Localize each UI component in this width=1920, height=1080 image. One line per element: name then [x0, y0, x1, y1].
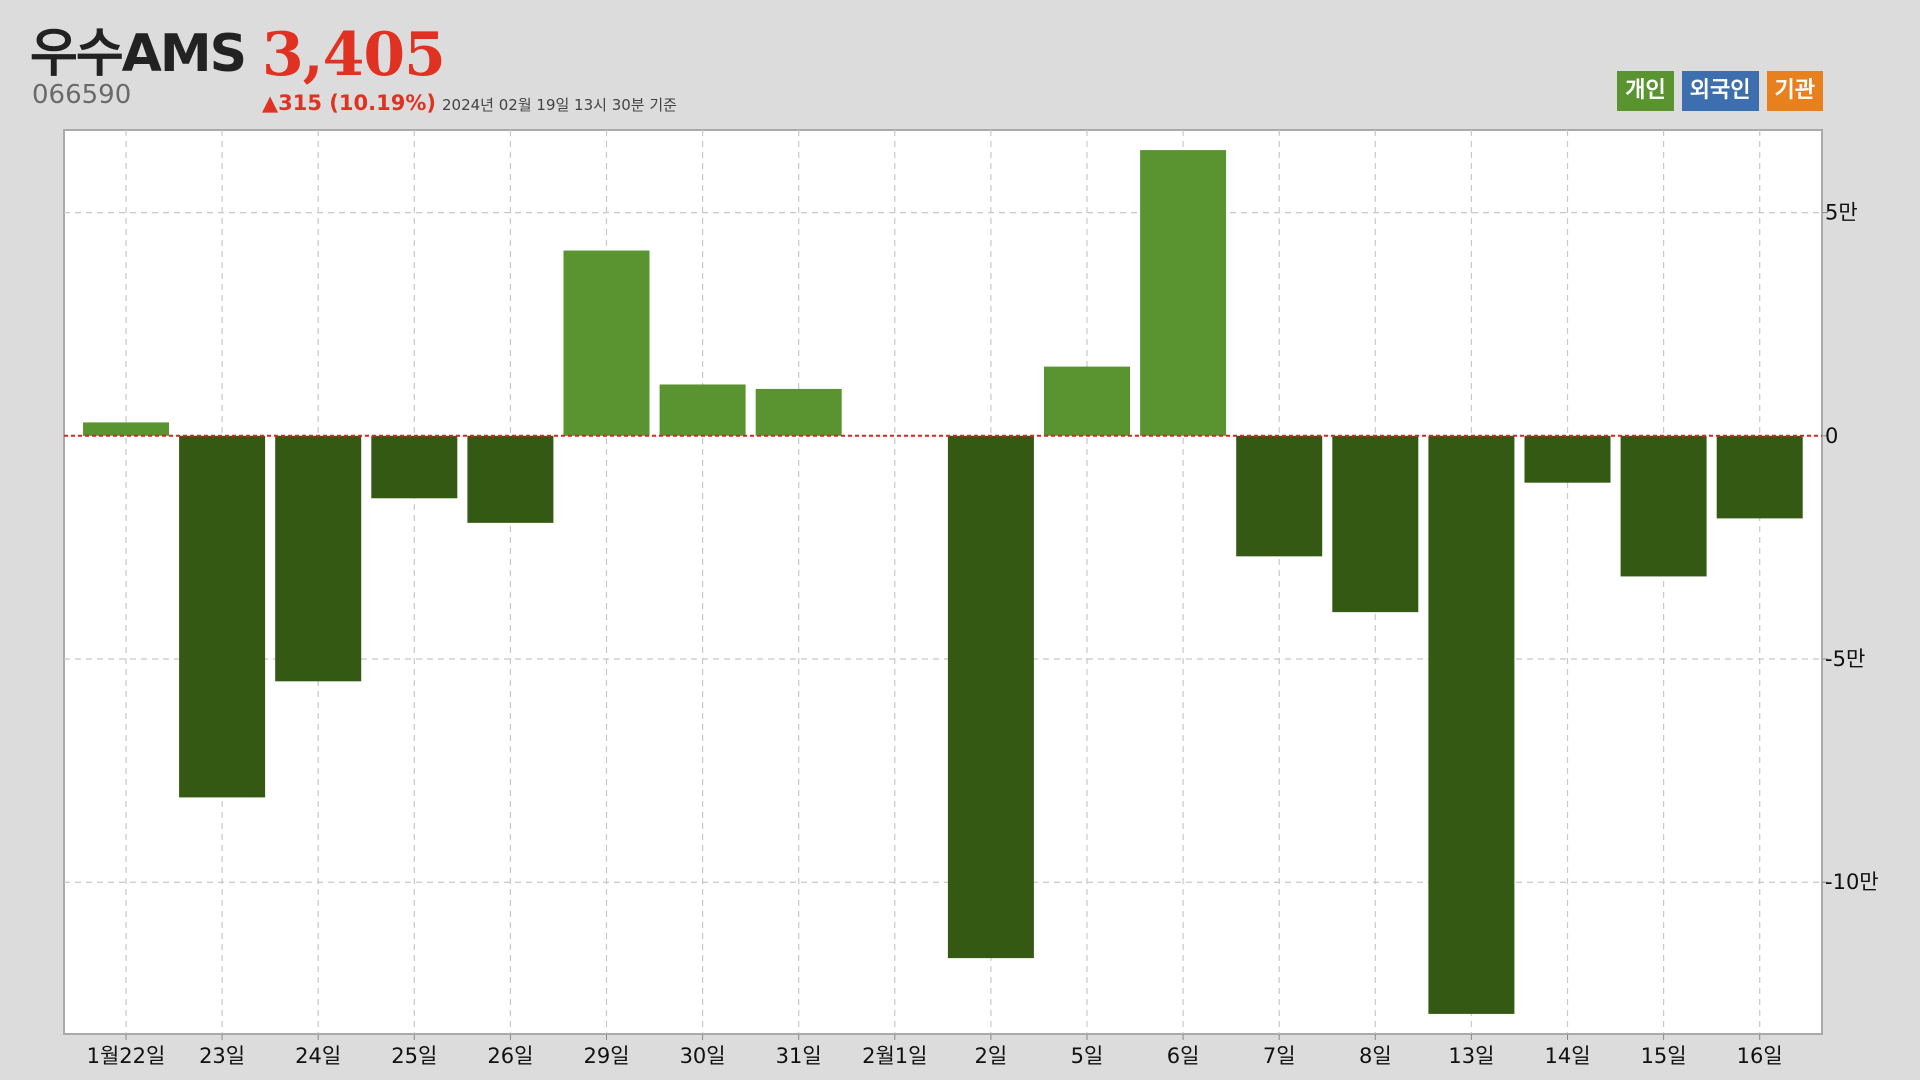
- investor-legend: 개인 외국인 기관: [1617, 71, 1823, 111]
- bars: [83, 150, 1803, 1014]
- x-tick-label: 15일: [1641, 1044, 1687, 1068]
- x-tick-label: 1월22일: [87, 1044, 166, 1068]
- bar-1월22일[interactable]: [83, 422, 169, 436]
- x-tick-label: 26일: [487, 1044, 533, 1068]
- x-tick-label: 24일: [295, 1044, 341, 1068]
- stock-name: 우수AMS: [30, 24, 247, 84]
- x-tick-label: 2월1일: [862, 1044, 927, 1068]
- bar-5일[interactable]: [1044, 366, 1130, 436]
- y-tick-label: 0: [1825, 424, 1838, 448]
- x-tick-label: 13일: [1448, 1044, 1494, 1068]
- current-price: 3,405: [262, 20, 446, 90]
- x-tick-label: 25일: [391, 1044, 437, 1068]
- y-tick-label: -5만: [1825, 647, 1865, 671]
- bar-30일[interactable]: [659, 384, 746, 436]
- x-tick-label: 14일: [1544, 1044, 1590, 1068]
- bar-2일[interactable]: [947, 435, 1034, 959]
- bar-14일[interactable]: [1524, 435, 1611, 483]
- x-tick-label: 7일: [1263, 1044, 1296, 1068]
- x-tick-label: 23일: [199, 1044, 245, 1068]
- bar-15일[interactable]: [1620, 435, 1707, 577]
- stock-code: 066590: [32, 80, 132, 110]
- x-tick-label: 16일: [1737, 1044, 1783, 1068]
- x-tick-label: 29일: [583, 1044, 629, 1068]
- x-tick-label: 31일: [776, 1044, 822, 1068]
- x-tick-label: 2일: [975, 1044, 1008, 1068]
- bar-23일[interactable]: [179, 435, 266, 798]
- bar-8일[interactable]: [1332, 435, 1419, 613]
- x-tick-label: 6일: [1167, 1044, 1200, 1068]
- y-axis-labels: 5만 0 -5만 -10만: [1822, 201, 1879, 894]
- bar-24일[interactable]: [275, 435, 362, 682]
- bar-13일[interactable]: [1428, 435, 1515, 1014]
- bar-16일[interactable]: [1716, 435, 1803, 519]
- bar-7일[interactable]: [1236, 435, 1323, 557]
- y-tick-label: -10만: [1825, 870, 1879, 894]
- y-tick-label: 5만: [1825, 201, 1858, 225]
- bar-31일[interactable]: [755, 388, 842, 436]
- bar-29일[interactable]: [563, 250, 650, 436]
- x-tick-label: 8일: [1359, 1044, 1392, 1068]
- price-change: ▲315 (10.19%): [262, 91, 436, 115]
- x-tick-label: 30일: [680, 1044, 726, 1068]
- as-of-timestamp: 2024년 02월 19일 13시 30분 기준: [442, 96, 677, 114]
- x-axis-labels: 1월22일 23일 24일 25일 26일 29일 30일 31일 2월1일 2일 5일 6일 7일 8일…: [87, 1034, 1783, 1068]
- x-tick-label: 5일: [1071, 1044, 1104, 1068]
- legend-individual[interactable]: 개인: [1617, 71, 1674, 111]
- bar-25일[interactable]: [371, 435, 458, 499]
- bar-6일[interactable]: [1140, 150, 1227, 436]
- header: 우수AMS 066590 3,405 ▲315 (10.19%) 2024년 0…: [0, 0, 1920, 130]
- legend-foreign[interactable]: 외국인: [1681, 71, 1759, 111]
- legend-institution[interactable]: 기관: [1766, 71, 1823, 111]
- bar-26일[interactable]: [467, 435, 554, 523]
